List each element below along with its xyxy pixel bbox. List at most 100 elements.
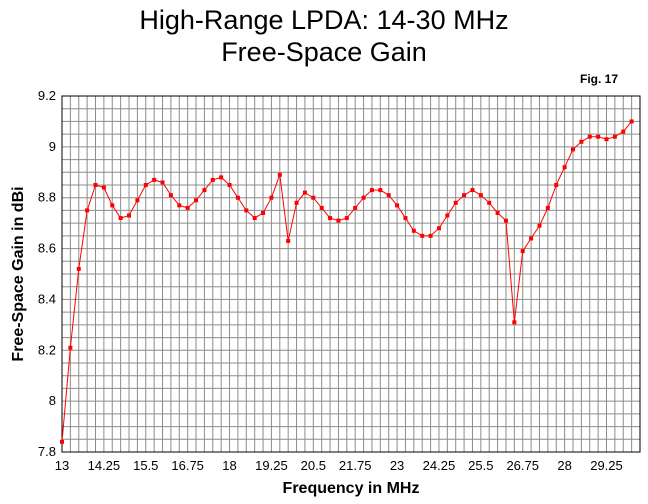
- x-tick-label: 13: [55, 458, 69, 473]
- x-tick-label: 19.25: [255, 458, 288, 473]
- x-tick-label: 26.75: [506, 458, 539, 473]
- y-axis-ticks: 7.8 8 8.2 8.4 8.6 8.8 9 9.2: [38, 88, 56, 459]
- data-point: [386, 193, 391, 198]
- y-tick-label: 8.2: [38, 342, 56, 357]
- data-point: [118, 216, 123, 221]
- y-tick-label: 8.8: [38, 190, 56, 205]
- data-point: [219, 175, 224, 180]
- data-point: [68, 345, 73, 350]
- data-point: [428, 233, 433, 238]
- data-point: [110, 203, 115, 208]
- data-point: [545, 205, 550, 210]
- data-point: [453, 200, 458, 205]
- data-point: [629, 119, 634, 124]
- data-point: [328, 216, 333, 221]
- y-tick-label: 8.6: [38, 241, 56, 256]
- data-point: [403, 216, 408, 221]
- data-point: [244, 208, 249, 213]
- data-point: [344, 216, 349, 221]
- data-point: [470, 188, 475, 193]
- data-point: [101, 185, 106, 190]
- data-point: [361, 195, 366, 200]
- data-point: [554, 183, 559, 187]
- data-point: [621, 129, 626, 134]
- data-point: [487, 200, 492, 205]
- x-tick-label: 25.5: [468, 458, 493, 473]
- data-point: [612, 134, 617, 139]
- y-tick-label: 7.8: [38, 444, 56, 459]
- x-tick-label: 29.25: [590, 458, 623, 473]
- data-point: [252, 216, 257, 221]
- x-tick-label: 24.25: [423, 458, 456, 473]
- data-point: [420, 233, 425, 238]
- data-point: [503, 218, 508, 223]
- data-point: [168, 193, 173, 198]
- data-point: [520, 249, 525, 254]
- x-tick-label: 23: [390, 458, 404, 473]
- plot-frame: [61, 95, 641, 453]
- data-point: [478, 193, 483, 198]
- data-point: [227, 183, 232, 187]
- data-point: [445, 213, 450, 218]
- data-point: [353, 205, 358, 210]
- x-tick-label: 16.75: [171, 458, 204, 473]
- data-point: [529, 236, 534, 241]
- data-point: [294, 200, 299, 205]
- data-point: [93, 183, 98, 187]
- data-point: [579, 139, 584, 144]
- x-tick-label: 28: [557, 458, 571, 473]
- data-point: [152, 177, 157, 182]
- figure-label: Fig. 17: [580, 72, 619, 86]
- data-point: [160, 180, 165, 185]
- grid: [62, 96, 640, 452]
- data-point: [60, 439, 64, 444]
- y-tick-label: 9: [49, 139, 56, 154]
- data-point: [194, 198, 199, 203]
- data-point: [210, 177, 215, 182]
- y-axis-label: Free-Space Gain in dBi: [10, 186, 27, 361]
- data-point: [302, 190, 307, 195]
- y-tick-label: 8.4: [38, 291, 56, 306]
- data-point: [202, 188, 207, 193]
- data-point: [277, 172, 282, 177]
- data-point: [537, 223, 542, 228]
- data-point: [127, 213, 132, 218]
- x-tick-label: 21.75: [339, 458, 372, 473]
- data-point: [76, 266, 81, 271]
- data-point: [135, 198, 140, 203]
- chart-title-line2: Free-Space Gain: [221, 37, 427, 67]
- y-tick-label: 8: [49, 393, 56, 408]
- data-point: [261, 210, 266, 215]
- data-point: [85, 208, 90, 213]
- data-point: [311, 195, 316, 200]
- x-axis-label: Frequency in MHz: [283, 480, 420, 497]
- data-point: [143, 183, 148, 187]
- x-tick-label: 18: [222, 458, 236, 473]
- data-point: [596, 134, 601, 139]
- data-point: [436, 226, 441, 231]
- data-point: [395, 203, 400, 208]
- data-point: [319, 205, 324, 210]
- data-point: [411, 228, 416, 233]
- data-point: [235, 195, 240, 200]
- data-point: [286, 238, 291, 243]
- data-point: [378, 188, 383, 193]
- data-point: [269, 195, 274, 200]
- data-point: [336, 218, 341, 223]
- x-tick-label: 14.25: [88, 458, 121, 473]
- data-point: [570, 147, 575, 152]
- data-point: [562, 165, 567, 170]
- data-point: [604, 137, 609, 142]
- chart-title-line1: High-Range LPDA: 14-30 MHz: [139, 5, 509, 35]
- x-axis-ticks: 13 14.25 15.5 16.75 18 19.25 20.5 21.75 23 24.25 2…: [55, 458, 623, 473]
- data-point: [587, 134, 592, 139]
- series-gain: [60, 119, 634, 444]
- x-tick-label: 20.5: [301, 458, 326, 473]
- data-point: [462, 193, 467, 198]
- y-tick-label: 9.2: [38, 88, 56, 103]
- data-point: [185, 205, 190, 210]
- data-point: [177, 203, 182, 208]
- data-point: [512, 320, 517, 325]
- x-tick-label: 15.5: [133, 458, 158, 473]
